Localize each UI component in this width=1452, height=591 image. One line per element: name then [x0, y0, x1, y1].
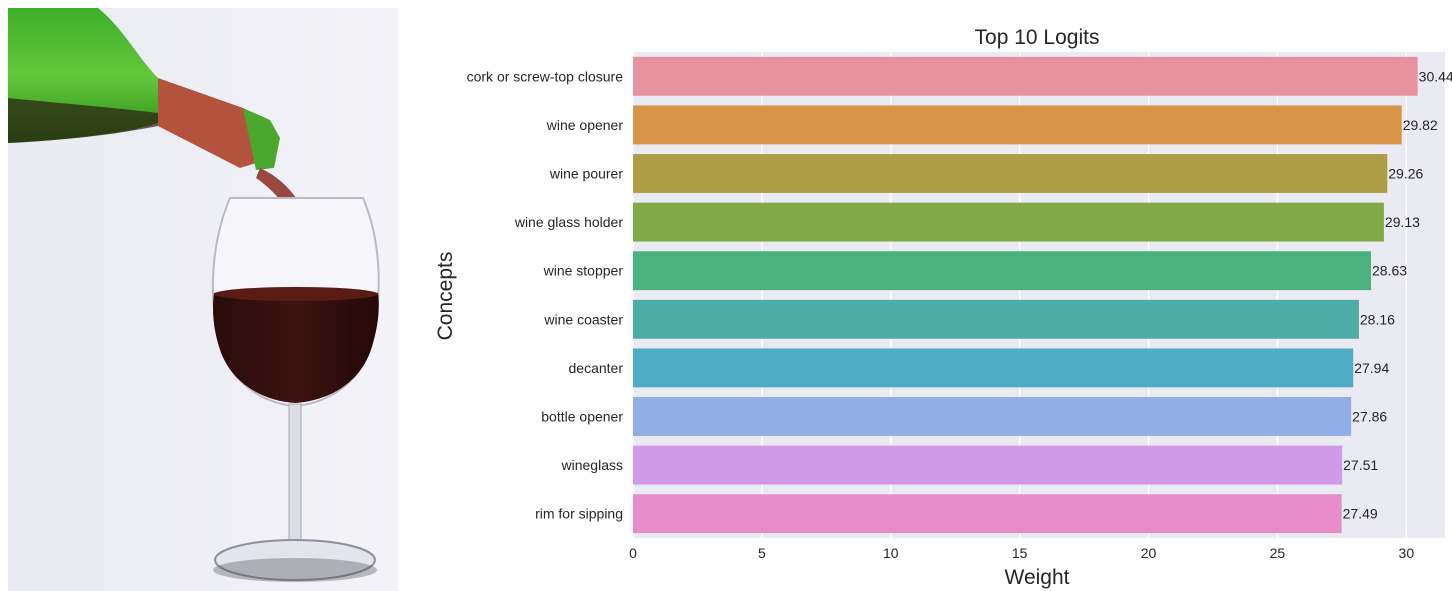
value-label: 27.86 [1352, 409, 1387, 425]
category-label: rim for sipping [535, 506, 623, 522]
x-tick-label: 15 [1012, 545, 1028, 561]
value-label: 27.49 [1343, 506, 1378, 522]
value-labels: 30.44 29.82 29.26 29.13 28.63 28.16 27.94 27.86… [1343, 68, 1452, 521]
bar [633, 202, 1384, 242]
value-label: 27.94 [1354, 360, 1389, 376]
category-label: wine opener [546, 117, 624, 133]
x-tick-label: 0 [629, 545, 637, 561]
x-tick-label: 20 [1141, 545, 1157, 561]
x-tick-label: 30 [1399, 545, 1415, 561]
value-label: 29.82 [1403, 117, 1438, 133]
bar [633, 56, 1418, 96]
category-label: wine pourer [549, 166, 623, 182]
category-label: wine glass holder [514, 214, 624, 230]
category-label: bottle opener [541, 409, 623, 425]
bars [633, 56, 1418, 534]
value-label: 27.51 [1343, 457, 1378, 473]
x-tick-label: 10 [883, 545, 899, 561]
wine-pouring-photo [8, 8, 398, 591]
bar [633, 299, 1359, 339]
chart-title: Top 10 Logits [975, 26, 1100, 49]
bottle-lip [243, 108, 280, 170]
category-labels: cork or screw-top closure wine opener wine… [467, 68, 624, 521]
value-label: 28.63 [1372, 263, 1407, 279]
bar [633, 251, 1372, 291]
category-label: wine stopper [543, 263, 624, 279]
value-label: 29.13 [1385, 214, 1420, 230]
bar [633, 154, 1388, 193]
bottle-liquid [8, 98, 158, 143]
y-axis-label: Concepts [434, 252, 457, 341]
bottle-neck [158, 78, 260, 168]
category-label: decanter [569, 360, 624, 376]
bar [633, 494, 1342, 534]
category-label: wineglass [561, 457, 623, 473]
foot-shadow [213, 558, 377, 582]
x-axis-label: Weight [1005, 566, 1070, 589]
bar [633, 397, 1352, 436]
x-tick-label: 5 [758, 545, 766, 561]
logits-bar-chart: cork or screw-top closure wine opener wine… [434, 26, 1452, 589]
value-label: 28.16 [1360, 311, 1395, 327]
bar [633, 348, 1354, 388]
x-tick-labels: 0 5 10 15 20 25 30 [629, 545, 1414, 561]
glass-foot [214, 539, 376, 581]
category-label: wine coaster [543, 311, 623, 327]
glass-wine [213, 289, 379, 403]
x-tick-label: 25 [1270, 545, 1286, 561]
value-label: 29.26 [1388, 166, 1423, 182]
wine-surface [214, 287, 378, 301]
category-label: cork or screw-top closure [467, 68, 624, 84]
bar [633, 105, 1402, 145]
value-label: 30.44 [1419, 68, 1452, 84]
bar [633, 445, 1343, 485]
glass-stem [288, 403, 302, 545]
